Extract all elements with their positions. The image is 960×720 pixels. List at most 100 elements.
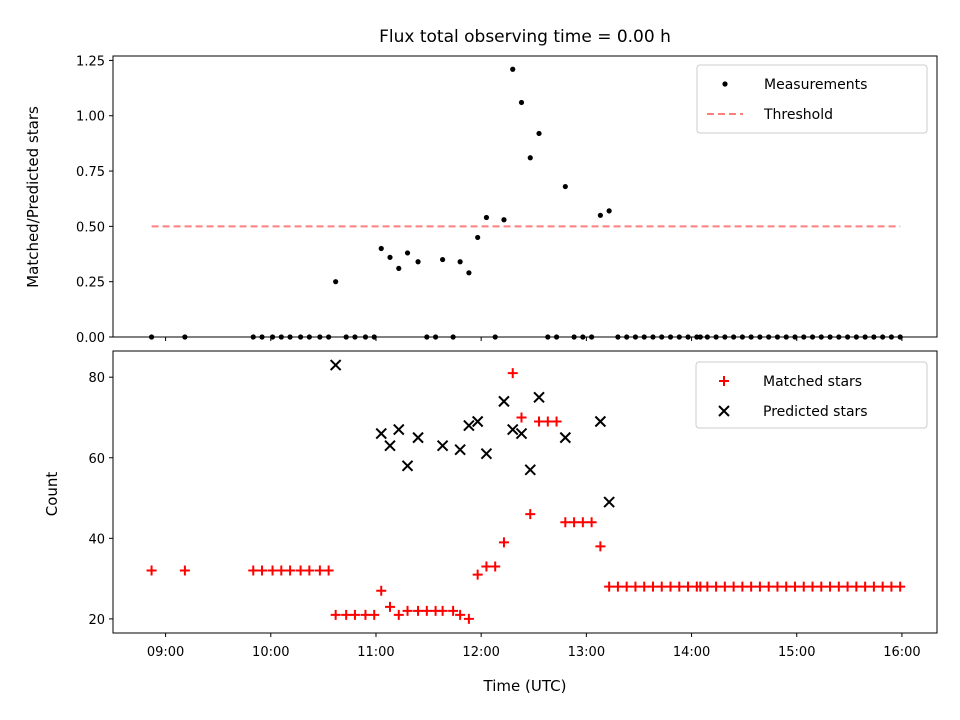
matched-star-point	[665, 581, 676, 592]
matched-star-point	[877, 581, 888, 592]
matched-star-point	[560, 517, 571, 528]
matched-star-point	[789, 581, 800, 592]
chart-title: Flux total observing time = 0.00 h	[379, 27, 671, 47]
matched-star-point	[754, 581, 765, 592]
matched-star-point	[647, 581, 658, 592]
measurement-point	[457, 259, 463, 265]
matched-star-point	[257, 565, 268, 576]
measurement-point	[415, 259, 421, 265]
y-tick-label: 20	[88, 613, 105, 628]
matched-star-point	[437, 605, 448, 616]
matched-star-point	[369, 609, 380, 620]
measurement-point	[527, 155, 533, 161]
legend-box	[696, 64, 928, 134]
matched-star-point	[895, 581, 906, 592]
measurement-point	[562, 183, 568, 190]
predicted-star-point	[393, 423, 405, 436]
matched-star-point	[421, 605, 432, 616]
matched-star-point	[711, 581, 722, 592]
predicted-star-point	[524, 464, 536, 476]
legend-box	[695, 361, 928, 429]
matched-star-point	[860, 581, 871, 592]
matched-star-point	[763, 581, 774, 592]
plot-frame	[112, 55, 938, 338]
matched-star-point	[314, 565, 325, 576]
matched-star-point	[746, 581, 757, 592]
matched-star-point	[248, 565, 259, 576]
matched-star-point	[413, 605, 424, 616]
matched-star-point	[516, 412, 527, 423]
measurement-point	[518, 99, 525, 106]
predicted-star-point	[498, 395, 510, 408]
matched-star-point	[481, 561, 492, 572]
matched-star-point	[304, 565, 315, 576]
predicted-star-point	[559, 431, 572, 444]
matched-star-point	[463, 613, 474, 624]
matched-star-point	[719, 581, 730, 592]
matched-star-point	[385, 601, 396, 612]
matched-star-point	[674, 581, 685, 592]
matched-star-point	[507, 368, 518, 379]
y-tick-label: 40	[88, 532, 105, 547]
matched-star-point	[448, 605, 459, 616]
plot-frame	[112, 350, 938, 634]
predicted-star-point	[471, 415, 484, 428]
matched-star-point	[534, 416, 545, 427]
predicted-star-point	[384, 439, 396, 452]
x-tick-label: 10:00	[252, 645, 289, 660]
x-tick-label: 13:00	[568, 645, 605, 660]
bottom-panel: 20 40 60 80 09:00 10:00 11:00 12:00 13:00 14:00 15…	[88, 350, 938, 660]
matched-star-point	[702, 581, 713, 592]
matched-star-point	[276, 565, 287, 576]
matched-star-point	[267, 565, 278, 576]
matched-star-point	[577, 517, 588, 528]
predicted-star-point	[507, 423, 519, 436]
legend-marker-predicted	[718, 405, 730, 417]
matched-star-point	[868, 581, 879, 592]
measurement-point	[606, 208, 612, 214]
matched-star-point	[341, 609, 352, 620]
legend-marker-measurements	[722, 81, 728, 87]
matched-star-point	[349, 609, 360, 620]
predicted-star-point	[401, 460, 414, 472]
predicted-star-point	[454, 443, 466, 456]
measurement-point	[466, 270, 472, 276]
matched-star-point	[569, 517, 580, 528]
x-tick-label: 09:00	[147, 645, 184, 660]
matched-star-point	[604, 581, 615, 592]
measurement-point	[536, 130, 542, 137]
matched-star-point	[285, 565, 296, 576]
matched-star-point	[816, 581, 827, 592]
matched-star-point	[886, 581, 897, 592]
top-panel: 0.00 0.25 0.50 0.75 1.00 1.25 Measurements Thre…	[76, 54, 938, 346]
matched-star-point	[323, 565, 334, 576]
matched-star-point	[376, 585, 387, 596]
y-tick-label: 1.00	[76, 110, 105, 125]
predicted-star-point	[412, 431, 424, 444]
x-tick-label: 16:00	[883, 645, 920, 660]
legend-label: Measurements	[764, 77, 867, 93]
y-tick-label: 0.00	[76, 331, 105, 346]
matched-star-point	[612, 581, 623, 592]
y-tick-label: 0.25	[76, 276, 105, 291]
matched-star-point	[621, 581, 632, 592]
measurement-point	[483, 214, 490, 221]
measurement-point	[597, 212, 603, 218]
predicted-star-point	[463, 419, 475, 432]
matched-star-point	[772, 581, 783, 592]
matched-star-point	[498, 537, 509, 548]
x-tick-label: 12:00	[462, 645, 499, 660]
y-tick-label: 0.75	[76, 165, 105, 180]
predicted-star-point	[603, 496, 615, 508]
measurement-point	[378, 245, 384, 252]
matched-star-point	[146, 565, 157, 576]
matched-star-point	[393, 609, 404, 620]
legend-marker-matched	[719, 376, 729, 386]
predicted-star-point	[594, 415, 607, 428]
matched-star-point	[595, 541, 606, 552]
matched-star-point	[833, 581, 844, 592]
matched-star-point	[728, 581, 739, 592]
matched-star-point	[179, 565, 190, 576]
matched-star-point	[295, 565, 306, 576]
